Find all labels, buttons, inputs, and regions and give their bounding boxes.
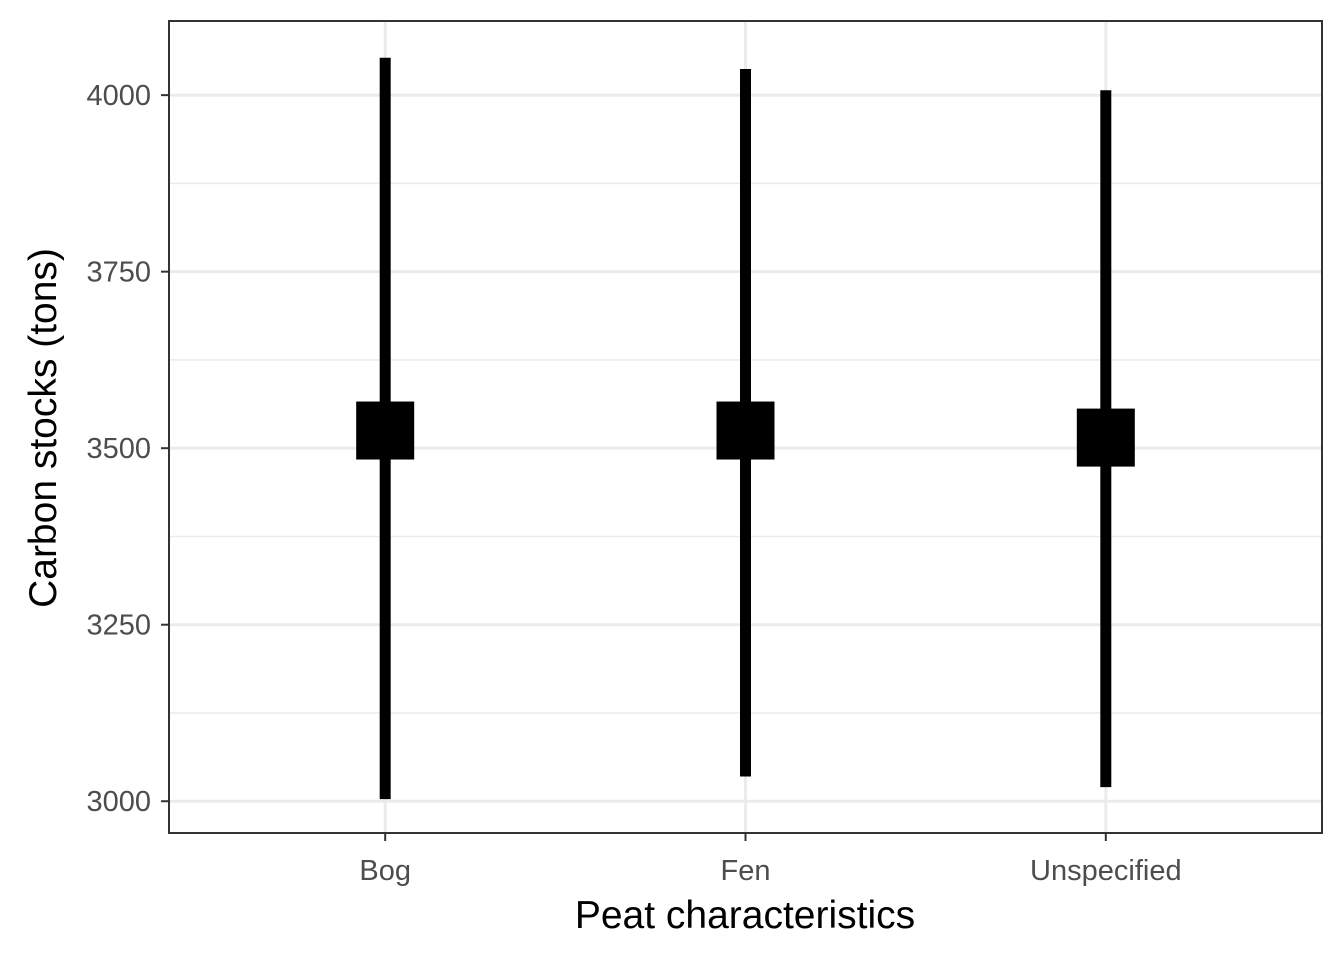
data-marks — [356, 57, 1135, 800]
x-axis-title: Peat characteristics — [575, 894, 915, 937]
y-tick-label: 3500 — [86, 433, 151, 465]
y-tick-label: 3250 — [86, 610, 151, 642]
axes: 3000 3250 3500 3750 4000 Bog Fen Unspecified — [86, 80, 1181, 887]
y-axis-title: Carbon stocks (tons) — [22, 248, 65, 608]
x-tick-label: Bog — [359, 855, 411, 887]
y-tick-label: 3000 — [86, 786, 151, 818]
estimate-point-unspecified — [1076, 408, 1135, 467]
y-tick-label: 4000 — [86, 80, 151, 112]
x-tick-label: Unspecified — [1030, 855, 1182, 887]
estimate-point-bog — [356, 401, 415, 460]
x-tick-label: Fen — [721, 855, 771, 887]
estimate-point-fen — [716, 401, 775, 460]
y-tick-label: 3750 — [86, 257, 151, 289]
